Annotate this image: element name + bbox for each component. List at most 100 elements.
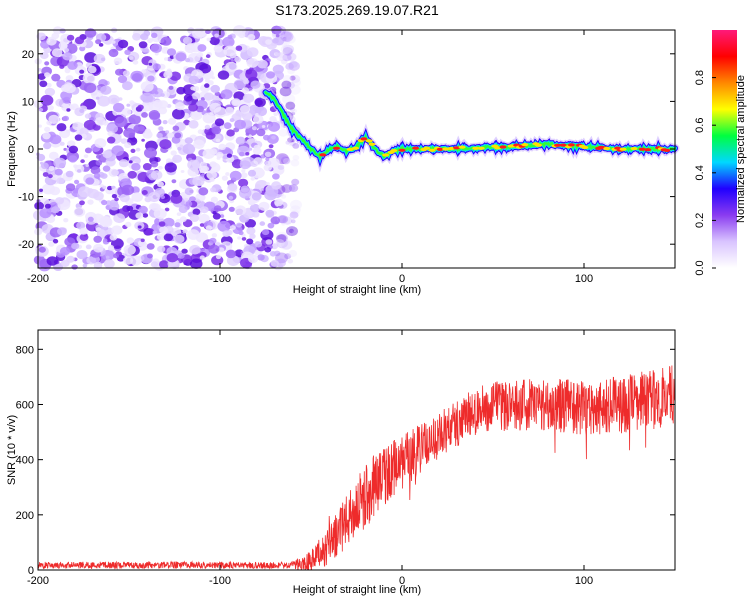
spectrogram-noise-blob <box>209 36 220 46</box>
spectrogram-noise-blob <box>148 62 153 66</box>
spectrogram-noise-blob <box>126 237 135 244</box>
spectrogram-noise-blob <box>130 70 144 82</box>
spectrogram-noise-blob <box>137 104 144 111</box>
spectrogram-noise-blob <box>80 133 87 139</box>
spectrogram-noise-blob <box>200 206 209 214</box>
spectrogram-noise-blob <box>248 254 259 264</box>
spectrogram-noise-blob <box>194 114 198 118</box>
spectrogram-noise-blob <box>57 227 67 236</box>
spectrogram-noise-blob <box>288 184 299 193</box>
spectrogram-noise-blob <box>87 65 97 74</box>
carrier-peak-spot <box>499 145 507 149</box>
spectrogram-y-tick-label: 10 <box>22 96 34 108</box>
spectrogram-noise-blob <box>123 128 136 138</box>
spectrogram-noise-blob <box>46 82 52 88</box>
spectrogram-noise-blob <box>63 147 67 151</box>
spectrogram-noise-blob <box>132 60 139 65</box>
spectrogram-noise-blob <box>288 228 295 234</box>
spectrogram-noise-blob <box>74 164 85 173</box>
spectrogram-noise-blob <box>285 101 296 110</box>
spectrogram-noise-blob <box>146 253 153 259</box>
spectrogram-noise-blob <box>210 196 218 203</box>
spectrogram-noise-blob <box>254 184 261 190</box>
spectrogram-noise-blob <box>166 48 177 56</box>
spectrogram-noise-blob <box>111 238 124 249</box>
spectrogram-noise-blob <box>152 63 161 71</box>
snr-x-axis-label: Height of straight line (km) <box>293 584 421 596</box>
carrier-peak-spot <box>554 143 562 147</box>
spectrogram-noise-blob <box>235 136 246 145</box>
spectrogram-noise-blob <box>213 45 223 53</box>
spectrogram-noise-blob <box>223 122 232 129</box>
spectrogram-noise-blob <box>251 192 262 201</box>
spectrogram-noise-blob <box>76 250 88 260</box>
carrier-peak-spot <box>644 148 652 152</box>
spectrogram-noise-blob <box>59 28 66 34</box>
spectrogram-noise-blob <box>131 192 143 203</box>
spectrogram-noise-blob <box>40 94 54 106</box>
spectrogram-noise-blob <box>125 221 132 228</box>
spectrogram-noise-blob <box>90 166 101 175</box>
spectrogram-noise-blob <box>159 226 169 234</box>
spectrogram-noise-blob <box>117 75 128 84</box>
spectrogram-noise-blob <box>285 35 296 44</box>
spectrogram-noise-blob <box>270 259 279 267</box>
spectrogram-noise-blob <box>246 47 259 57</box>
spectrogram-noise-blob <box>102 150 113 159</box>
spectrogram-noise-blob <box>162 120 168 125</box>
carrier-peak-spot <box>346 147 354 151</box>
spectrogram-noise-blob <box>40 162 49 170</box>
spectrogram-noise-blob <box>100 57 106 62</box>
spectrogram-noise-blob <box>164 57 169 61</box>
spectrogram-noise-blob <box>218 143 226 151</box>
spectrogram-noise-blob <box>204 78 210 83</box>
spectrogram-noise-blob <box>268 157 280 168</box>
spectrogram-noise-blob <box>65 170 74 178</box>
spectrogram-noise-blob <box>146 243 155 250</box>
spectrogram-noise-blob <box>107 131 113 137</box>
spectrogram-noise-blob <box>289 107 295 112</box>
spectrogram-noise-blob <box>280 194 287 199</box>
spectrogram-noise-blob <box>280 156 291 165</box>
spectrogram-noise-blob <box>172 125 180 132</box>
spectrogram-noise-blob <box>151 32 158 38</box>
spectrogram-noise-blob <box>102 165 111 172</box>
spectrogram-noise-blob <box>283 158 291 165</box>
snr-y-tick-label: 800 <box>16 344 34 356</box>
spectrogram-noise-blob <box>95 39 102 45</box>
spectrogram-noise-blob <box>249 203 261 213</box>
spectrogram-noise-blob <box>261 125 266 128</box>
spectrogram-noise-blob <box>54 168 63 176</box>
spectrogram-noise-blob <box>209 237 217 244</box>
spectrogram-noise-blob <box>85 177 95 185</box>
spectrogram-noise-blob <box>243 79 250 85</box>
spectrogram-noise-blob <box>66 108 71 112</box>
carrier-peak-spot <box>458 145 466 149</box>
spectrogram-noise-blob <box>111 145 124 156</box>
carrier-peak-spot <box>368 142 376 146</box>
spectrogram-noise-blob <box>213 107 227 118</box>
spectrogram-noise-blob <box>168 132 175 138</box>
spectrogram-noise-blob <box>72 121 83 131</box>
spectrogram-noise-blob <box>130 255 142 266</box>
spectrogram-noise-layer <box>33 25 302 272</box>
spectrogram-noise-blob <box>281 80 292 89</box>
spectrogram-noise-blob <box>74 134 83 141</box>
spectrogram-noise-blob <box>49 134 62 145</box>
spectrogram-noise-blob <box>175 102 185 111</box>
spectrogram-noise-blob <box>46 256 58 266</box>
spectrogram-noise-blob <box>111 225 123 235</box>
spectrogram-noise-blob <box>85 244 92 250</box>
spectrogram-noise-blob <box>257 59 268 69</box>
spectrogram-noise-blob <box>198 213 210 224</box>
spectrogram-noise-blob <box>252 126 257 131</box>
carrier-peak-spot <box>412 146 420 150</box>
spectrogram-noise-blob <box>286 226 298 237</box>
spectrogram-noise-blob <box>144 147 157 159</box>
spectrogram-noise-blob <box>174 222 181 228</box>
snr-x-ticks: -200 -100 0 100 <box>27 330 593 587</box>
spectrogram-y-tick-label: -20 <box>18 239 34 251</box>
spectrogram-noise-blob <box>105 255 110 259</box>
spectrogram-noise-blob <box>165 158 173 164</box>
